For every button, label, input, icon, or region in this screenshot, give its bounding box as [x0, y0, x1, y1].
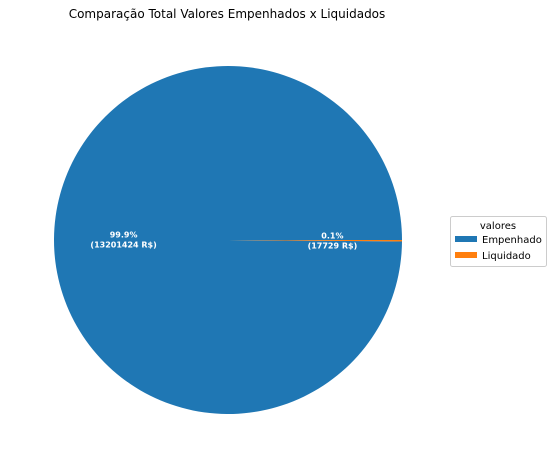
legend-label-empenhado: Empenhado [482, 235, 542, 246]
legend-title: valores [480, 221, 516, 232]
pie-slices [53, 65, 402, 414]
slice-label-amount-liquidado: (17729 R$) [308, 241, 358, 250]
slice-label-amount-empenhado: (13201424 R$) [90, 241, 156, 250]
legend: valores Empenhado Liquidado [450, 216, 547, 267]
slice-labels: 99.9%(13201424 R$) 0.1%(17729 R$) [90, 231, 357, 251]
chart-title: Comparação Total Valores Empenhados x Li… [69, 7, 386, 21]
legend-label-liquidado: Liquidado [482, 251, 531, 262]
legend-swatch-liquidado [455, 252, 477, 258]
slice-label-percent-empenhado: 99.9% [110, 231, 138, 240]
pie-slice-empenhado [53, 65, 402, 414]
slice-label-percent-liquidado: 0.1% [321, 231, 343, 240]
pie-slice-liquidado [228, 240, 402, 242]
legend-swatch-empenhado [455, 236, 477, 242]
